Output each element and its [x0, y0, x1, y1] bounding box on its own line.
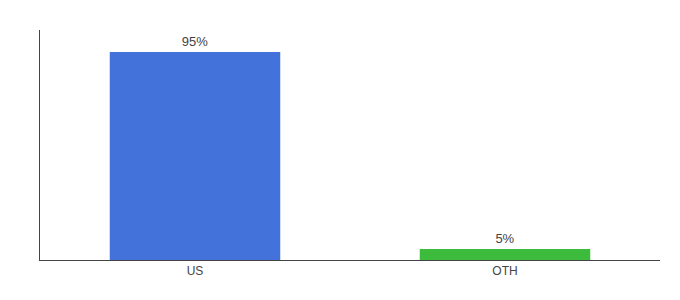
svg-text:OTH: OTH — [492, 264, 517, 278]
svg-text:US: US — [187, 264, 204, 278]
svg-text:5%: 5% — [495, 231, 514, 246]
svg-text:95%: 95% — [182, 34, 208, 49]
